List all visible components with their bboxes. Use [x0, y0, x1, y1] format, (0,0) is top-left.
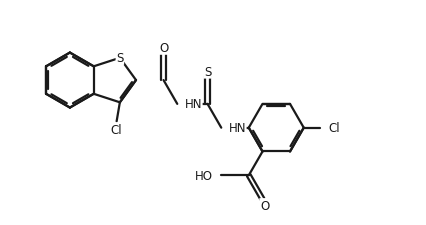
Text: O: O: [159, 42, 168, 55]
Text: S: S: [204, 66, 211, 79]
Text: HN: HN: [228, 122, 246, 135]
Text: O: O: [260, 199, 269, 212]
Text: S: S: [116, 52, 124, 65]
Text: HO: HO: [195, 169, 213, 182]
Text: Cl: Cl: [329, 122, 340, 135]
Text: HN: HN: [184, 98, 202, 111]
Text: Cl: Cl: [111, 123, 122, 136]
